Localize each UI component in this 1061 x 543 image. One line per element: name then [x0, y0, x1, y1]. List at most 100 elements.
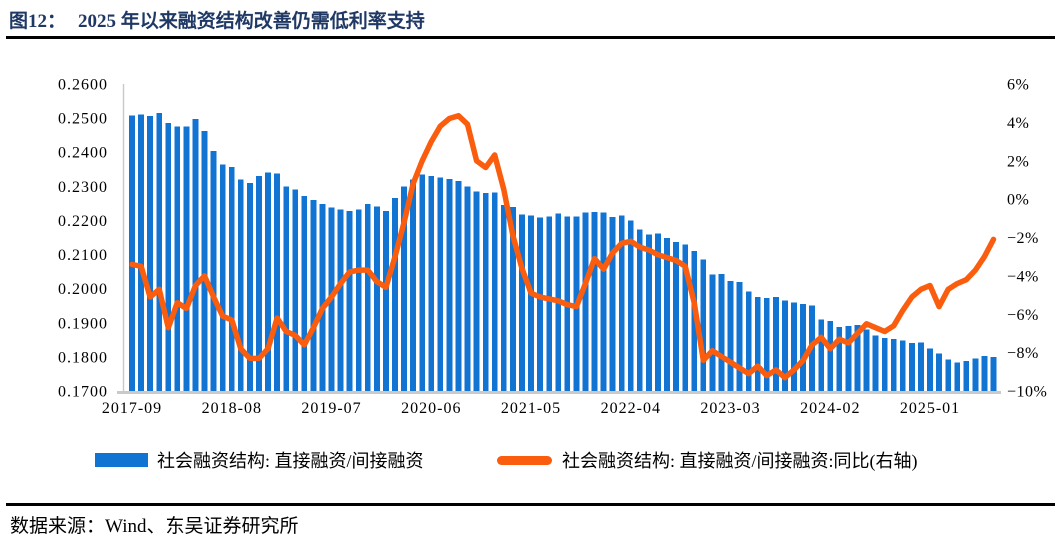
figure-title: 图12： 2025 年以来融资结构改善仍需低利率支持: [9, 6, 425, 33]
bar: [219, 164, 226, 391]
right-axis-tick-label: −4%: [1007, 268, 1039, 285]
bar: [700, 259, 707, 391]
bar: [319, 204, 326, 391]
chart-legend: 社会融资结构: 直接融资/间接融资 社会融资结构: 直接融资/间接融资:同比(右…: [0, 447, 1061, 473]
left-axis-tick-label: 0.2400: [58, 145, 108, 162]
bar: [972, 358, 979, 391]
data-source: 数据来源：Wind、东吴证券研究所: [10, 511, 298, 538]
legend-bar-swatch-icon: [95, 453, 148, 467]
bar: [201, 131, 208, 391]
bar: [283, 186, 290, 391]
bar: [464, 186, 471, 391]
bar: [383, 211, 389, 391]
x-axis-labels: 2017-09 2018-08 2019-07 2020-06 2021-05 2022-…: [102, 400, 960, 417]
figure-title-text: 2025 年以来融资结构改善仍需低利率支持: [78, 11, 425, 32]
legend-label-ratio: 社会融资结构: 直接融资/间接融资: [157, 451, 424, 471]
bar: [782, 300, 788, 391]
bar: [228, 166, 235, 391]
bar: [899, 340, 906, 391]
bar: [664, 237, 670, 391]
bar: [600, 212, 607, 391]
bar: [709, 274, 716, 391]
bar: [863, 329, 870, 391]
bar: [256, 176, 262, 391]
right-axis-tick-label: 0%: [1007, 192, 1029, 209]
legend-item-yoy: 社会融资结构: 直接融资/间接融资:同比(右轴): [497, 447, 918, 473]
x-axis-tick-label: 2025-01: [900, 400, 960, 417]
bar: [274, 173, 280, 391]
bar: [591, 211, 598, 391]
figure-number: 图12：: [9, 11, 67, 32]
bar: [673, 241, 680, 391]
bar: [854, 325, 861, 391]
bar: [763, 298, 770, 391]
left-axis-tick-label: 0.1700: [58, 384, 108, 401]
bar: [165, 122, 172, 391]
data-source-label: 数据来源：: [10, 516, 106, 537]
bar: [981, 355, 988, 391]
bar: [310, 199, 317, 391]
bar: [446, 178, 453, 391]
right-axis-tick-label: −2%: [1007, 230, 1039, 247]
bar: [147, 116, 154, 391]
right-axis-tick-label: 6%: [1007, 77, 1029, 94]
x-axis-tick-label: 2020-06: [401, 400, 461, 417]
left-axis-tick-label: 0.2600: [58, 77, 108, 94]
bar: [428, 175, 435, 391]
left-axis-tick-label: 0.1900: [58, 315, 108, 332]
bar: [246, 182, 253, 391]
bar: [872, 335, 879, 391]
bar: [210, 151, 217, 391]
x-axis-tick-label: 2023-03: [700, 400, 760, 417]
bar: [473, 191, 480, 391]
bar: [301, 195, 308, 391]
bar: [682, 244, 689, 391]
left-axis-tick-label: 0.2000: [58, 281, 108, 298]
bar: [292, 189, 299, 391]
bar: [437, 177, 444, 391]
bar: [174, 126, 181, 392]
axes: [117, 84, 1001, 394]
x-axis-tick-label: 2018-08: [202, 400, 262, 417]
bar: [546, 216, 553, 391]
bar: [636, 229, 643, 391]
bar: [881, 337, 888, 391]
bar: [237, 179, 244, 391]
bar: [890, 338, 897, 391]
bar: [718, 274, 725, 391]
bar: [754, 297, 761, 391]
bar: [927, 348, 933, 391]
bar: [945, 359, 952, 391]
bar: [908, 343, 915, 391]
bar: [519, 214, 525, 391]
legend-label-yoy: 社会融资结构: 直接融资/间接融资:同比(右轴): [562, 451, 918, 471]
yoy-line: [129, 112, 997, 381]
bar: [455, 181, 462, 391]
bar: [736, 281, 743, 391]
bar: [355, 209, 362, 391]
bar: [129, 115, 135, 391]
data-source-text: Wind、东吴证券研究所: [105, 516, 299, 537]
bar: [265, 172, 271, 391]
bar: [818, 319, 825, 391]
x-axis-tick-label: 2017-09: [102, 400, 162, 417]
bar: [772, 297, 779, 391]
bar: [936, 353, 942, 391]
bottom-divider: [6, 503, 1055, 506]
bar: [954, 362, 961, 391]
combo-chart: 0.2600 0.2500 0.2400 0.2300 0.2200 0.2100 0.20…: [58, 77, 1047, 418]
left-axis-tick-label: 0.2200: [58, 213, 108, 230]
bar: [990, 356, 997, 391]
top-divider: [6, 36, 1055, 39]
bar: [691, 251, 698, 391]
bar: [364, 204, 371, 391]
bar: [401, 186, 407, 391]
bar: [346, 211, 353, 391]
bar: [491, 192, 498, 391]
bar: [918, 342, 924, 391]
bar: [410, 179, 417, 391]
bar: [618, 215, 625, 391]
right-axis-labels: 6% 4% 2% 0% −2% −4% −6% −8% −10%: [1007, 77, 1047, 401]
bar: [482, 193, 489, 391]
left-axis-tick-label: 0.2300: [58, 179, 108, 196]
